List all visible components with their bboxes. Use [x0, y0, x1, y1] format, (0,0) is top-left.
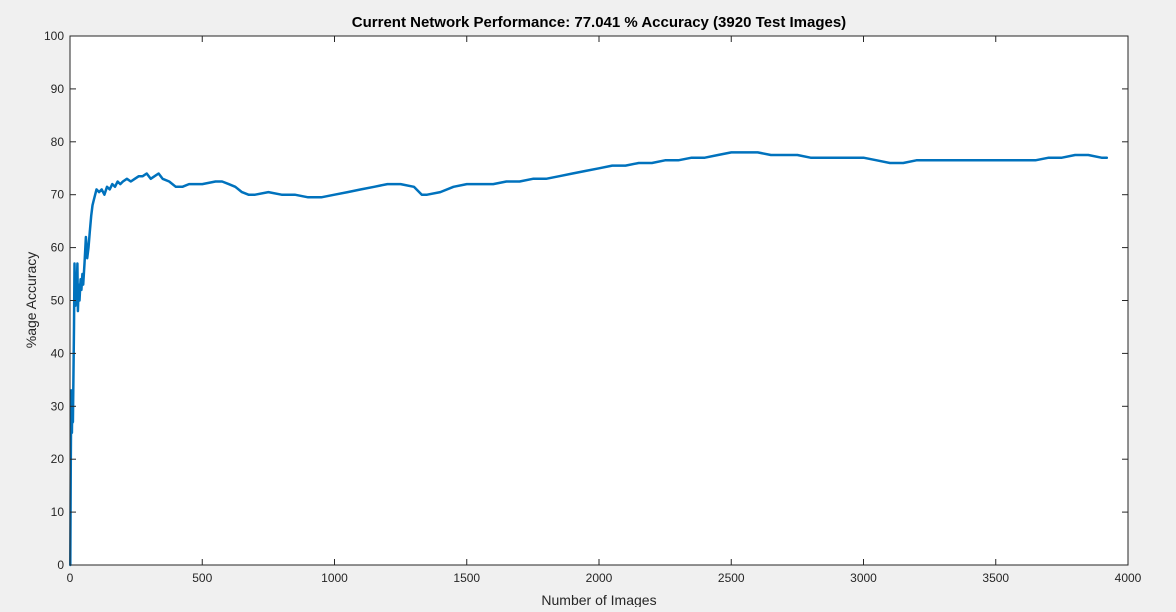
y-tick-label: 70 [51, 188, 65, 202]
y-tick-label: 50 [51, 294, 65, 308]
x-tick-label: 4000 [1115, 571, 1142, 585]
y-tick-label: 0 [57, 558, 64, 572]
data-layer [69, 151, 1109, 567]
x-tick-label: 1500 [453, 571, 480, 585]
x-tick-label: 3500 [982, 571, 1009, 585]
y-axis-ticks: 0 10 20 30 40 50 60 70 80 90 100 [44, 29, 1128, 572]
y-tick-label: 20 [51, 452, 65, 466]
chart-title: Current Network Performance: 77.041 % Ac… [352, 14, 846, 31]
x-tick-label: 3000 [850, 571, 877, 585]
x-tick-label: 2500 [718, 571, 745, 585]
y-tick-label: 100 [44, 29, 64, 43]
y-tick-label: 90 [51, 82, 65, 96]
y-tick-label: 30 [51, 399, 65, 413]
y-tick-label: 80 [51, 135, 65, 149]
x-tick-label: 0 [67, 571, 74, 585]
accuracy-series-line [69, 151, 1109, 567]
x-tick-label: 500 [192, 571, 212, 585]
x-axis-ticks: 0 500 1000 1500 2000 2500 3000 3500 4000 [67, 36, 1142, 585]
y-axis-label: %age Accuracy [23, 252, 39, 349]
x-tick-label: 1000 [321, 571, 348, 585]
y-tick-label: 60 [51, 241, 65, 255]
y-tick-label: 40 [51, 346, 65, 360]
x-axis-label: Number of Images [541, 592, 656, 607]
x-tick-label: 2000 [586, 571, 613, 585]
y-tick-label: 10 [51, 505, 65, 519]
plot-area [70, 36, 1128, 565]
